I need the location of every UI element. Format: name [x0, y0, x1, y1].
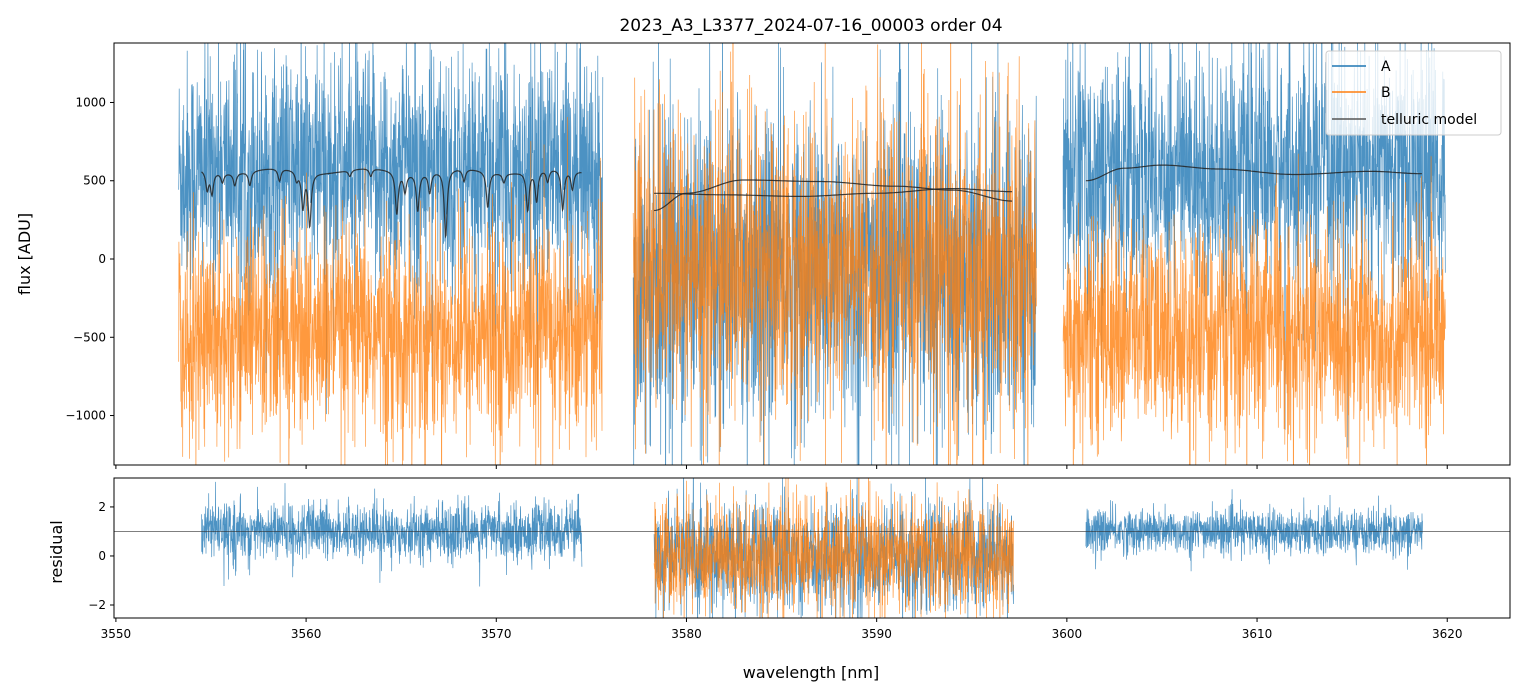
series-b-segment-1 [632, 43, 1037, 465]
xtick-label: 3600 [1052, 627, 1083, 641]
top-plot-area [178, 43, 1446, 465]
ytick-label: −500 [73, 330, 106, 344]
legend-box [1325, 50, 1502, 136]
axis-ticks: 3550 3560 3570 3580 3590 3600 3610 3620 1000 500 0… [65, 95, 1462, 641]
xtick-label: 3560 [291, 627, 322, 641]
legend: A B telluric model [1325, 50, 1502, 136]
xtick-label: 3570 [481, 627, 512, 641]
xtick-label: 3550 [101, 627, 132, 641]
residual-ytick-label: 2 [98, 500, 106, 514]
top-ylabel: flux [ADU] [15, 213, 34, 295]
residual-plot-area [114, 478, 1510, 618]
series-a-segment-0 [178, 43, 604, 415]
ytick-label: −1000 [65, 409, 106, 423]
legend-label-b: B [1381, 85, 1391, 101]
ytick-label: 1000 [75, 95, 106, 109]
residual-a-segment-0 [201, 481, 583, 587]
telluric-model-segment-1 [654, 179, 1013, 212]
residual-a-segment-2 [1085, 489, 1423, 572]
legend-label-telluric: telluric model [1381, 112, 1477, 128]
xtick-label: 3590 [861, 627, 892, 641]
top-axes-frame [113, 42, 1511, 466]
legend-label-a: A [1381, 59, 1391, 75]
residual-ytick-label: −2 [88, 598, 106, 612]
residual-ylabel: residual [47, 520, 66, 583]
series-b-segment-0 [178, 116, 604, 465]
xtick-label: 3580 [671, 627, 702, 641]
ytick-label: 500 [83, 174, 106, 188]
telluric-model-segment-3 [1085, 164, 1422, 182]
residual-ytick-label: 0 [98, 549, 106, 563]
chart-title: 2023_A3_L3377_2024-07-16_00003 order 04 [619, 16, 1002, 36]
residual-axes-frame [113, 477, 1511, 619]
ytick-label: 0 [98, 252, 106, 266]
xtick-label: 3610 [1242, 627, 1273, 641]
series-b-segment-2 [1062, 153, 1446, 465]
xtick-label: 3620 [1432, 627, 1463, 641]
telluric-model-segment-0 [201, 168, 582, 239]
telluric-model-segment-2 [654, 188, 1013, 197]
residual-b-segment-0 [653, 478, 1014, 618]
xlabel: wavelength [nm] [743, 663, 880, 682]
